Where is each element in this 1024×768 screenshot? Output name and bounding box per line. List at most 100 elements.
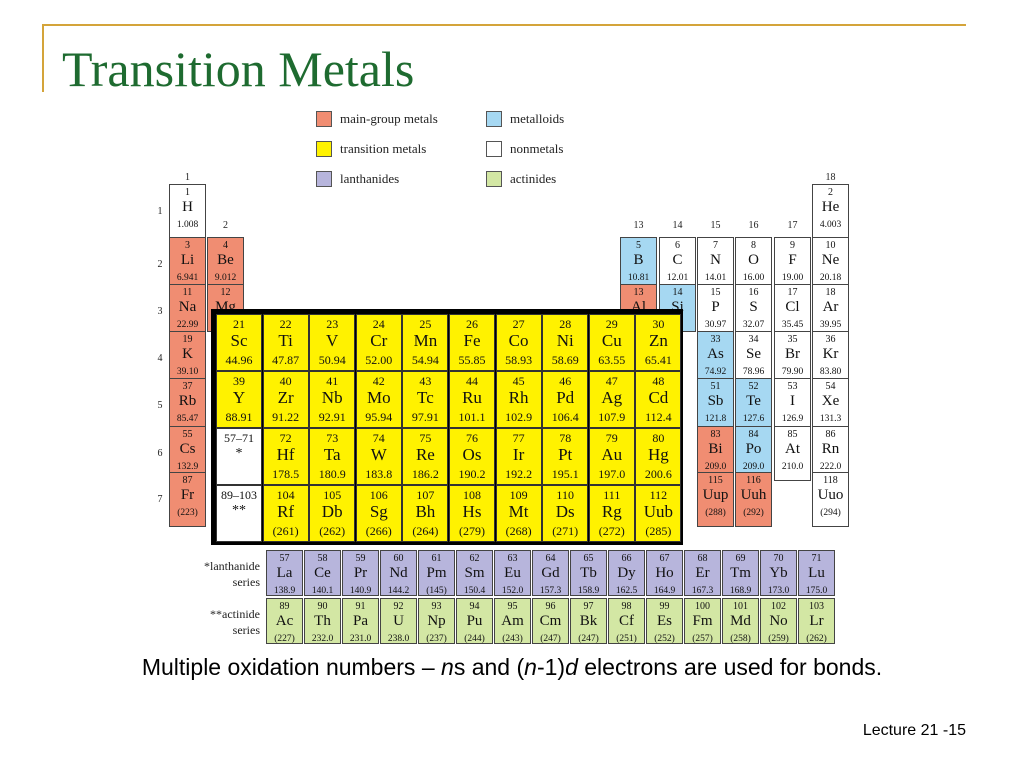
- legend-swatch: [486, 111, 502, 127]
- element-symbol: Na: [178, 299, 197, 315]
- element-Pu: 94 Pu (244): [456, 598, 493, 644]
- element-Gd: 64 Gd 157.3: [532, 550, 569, 596]
- legend-label: main-group metals: [340, 111, 438, 126]
- atomic-mass: 107.9: [598, 410, 626, 424]
- group-label: 17: [787, 220, 798, 231]
- element-Bi: 83 Bi 209.0: [697, 426, 734, 481]
- element-Cf: 98 Cf (251): [608, 598, 645, 644]
- element-symbol: Hs: [462, 502, 482, 521]
- atomic-mass: (288): [705, 508, 726, 518]
- element-starstar: 89–103 **: [216, 485, 262, 542]
- caption-part-2: s and (: [453, 654, 525, 680]
- atomic-number: 34: [748, 334, 759, 345]
- atomic-mass: 58.69: [551, 353, 579, 367]
- legend-swatch: [486, 171, 502, 187]
- element-He: 2 He 4.003: [812, 184, 849, 239]
- caption-italic-n-1: n: [441, 654, 454, 680]
- legend-swatch: [486, 141, 502, 157]
- atomic-number: 97: [583, 601, 594, 612]
- element-Cr: 24 Cr 52.00: [355, 314, 402, 371]
- element-symbol: Cd: [648, 388, 669, 407]
- period-label: 1: [157, 206, 163, 217]
- element-Be: 4 Be 9.012: [207, 237, 244, 292]
- atomic-mass: 52.00: [365, 353, 393, 367]
- element-O: 8 O 16.00: [735, 237, 772, 292]
- atomic-number: 76: [466, 431, 478, 445]
- element-symbol: Sm: [464, 565, 485, 581]
- atomic-mass: (244): [464, 634, 485, 644]
- element-Re: 75 Re 186.2: [402, 428, 449, 485]
- atomic-mass: 39.10: [176, 367, 199, 377]
- slide-title: Transition Metals: [62, 41, 415, 97]
- atomic-mass: 92.91: [318, 410, 346, 424]
- atomic-number: 93: [431, 601, 442, 612]
- atomic-number: 58: [317, 553, 328, 564]
- group-label: 18: [825, 172, 836, 183]
- atomic-mass: 140.9: [349, 586, 372, 596]
- element-symbol: Cs: [179, 441, 196, 457]
- atomic-mass: 63.55: [598, 353, 626, 367]
- atomic-number: 78: [559, 431, 572, 445]
- element-symbol: **: [232, 503, 246, 518]
- atomic-number: 89: [279, 601, 290, 612]
- element-symbol: Ce: [314, 565, 331, 581]
- element-Ti: 22 Ti 47.87: [262, 314, 309, 371]
- element-symbol: Cl: [785, 299, 800, 315]
- element-symbol: No: [769, 613, 788, 629]
- left-rule: [42, 24, 44, 92]
- period-label: 6: [157, 448, 163, 459]
- atomic-number: 103: [809, 601, 824, 612]
- legend-label: metalloids: [510, 111, 565, 126]
- atomic-number: 43: [419, 374, 432, 388]
- element-symbol: At: [785, 441, 800, 457]
- element-symbol: H: [182, 199, 193, 215]
- element-symbol: Mt: [508, 502, 529, 521]
- element-Nd: 60 Nd 144.2: [380, 550, 417, 596]
- atomic-number: 59: [355, 553, 366, 564]
- atomic-number: 86: [825, 429, 836, 440]
- atomic-mass: (145): [426, 586, 447, 596]
- period-label: 4: [157, 353, 163, 364]
- atomic-number: 16: [748, 287, 759, 298]
- atomic-number: 51: [710, 381, 721, 392]
- transition-metals-block: 21 Sc 44.96 22 Ti 47.87 23 V 50.94 24 Cr 52.00 25 Mn 5…: [211, 309, 683, 545]
- atomic-number: 85: [787, 429, 798, 440]
- atomic-mass: 131.3: [819, 414, 842, 424]
- atomic-mass: 150.4: [463, 586, 486, 596]
- atomic-mass: 210.0: [781, 462, 804, 472]
- actinides-series-label: **actinide series: [150, 606, 260, 638]
- group-label: 16: [748, 220, 759, 231]
- atomic-mass: 97.91: [411, 410, 439, 424]
- atomic-mass: 186.2: [411, 467, 439, 481]
- caption: Multiple oxidation numbers – ns and (n-1…: [0, 654, 1024, 681]
- element-Es: 99 Es (252): [646, 598, 683, 644]
- atomic-number: 105: [323, 488, 342, 502]
- element-Uuo: 118 Uuo (294): [812, 472, 849, 527]
- atomic-mass: 132.9: [176, 462, 199, 472]
- element-symbol: Fr: [180, 487, 195, 503]
- element-symbol: Y: [232, 388, 246, 407]
- atomic-mass: (294): [820, 508, 841, 518]
- element-P: 15 P 30.97: [697, 284, 734, 339]
- atomic-number: 104: [276, 488, 295, 502]
- element-symbol: Bi: [708, 441, 723, 457]
- atomic-number: 7: [713, 240, 718, 251]
- atomic-mass: 55.85: [458, 353, 486, 367]
- atomic-mass: (271): [552, 524, 579, 538]
- element-N: 7 N 14.01: [697, 237, 734, 292]
- element-symbol: W: [370, 445, 387, 464]
- atomic-number: 116: [746, 475, 761, 486]
- element-symbol: Te: [746, 393, 761, 409]
- element-W: 74 W 183.8: [355, 428, 402, 485]
- element-Db: 105 Db (262): [309, 485, 356, 542]
- atomic-mass: 112.4: [645, 410, 672, 424]
- element-Rn: 86 Rn 222.0: [812, 426, 849, 481]
- legend-label: transition metals: [340, 141, 427, 156]
- period-label: 3: [157, 306, 163, 317]
- legend-swatch: [316, 141, 332, 157]
- atomic-mass: 190.2: [458, 467, 486, 481]
- atomic-mass: 152.0: [501, 586, 524, 596]
- atomic-mass: (243): [502, 634, 523, 644]
- atomic-mass: (272): [598, 524, 625, 538]
- atomic-mass: (262): [319, 524, 346, 538]
